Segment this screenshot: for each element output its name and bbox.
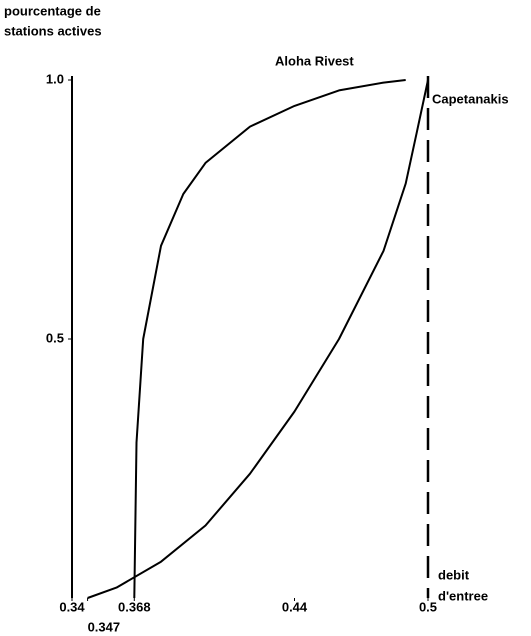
series-label: Aloha Rivest [275, 53, 354, 68]
y-axis-label: pourcentage de [4, 3, 101, 18]
x-tick-label: 0.5 [419, 599, 437, 614]
x-tick-label: 0.44 [282, 599, 308, 614]
y-tick-label: 0.5 [46, 330, 64, 345]
x-axis-label: d'entree [438, 588, 488, 603]
x-tick-label: 0.368 [118, 599, 151, 614]
series-line [87, 79, 429, 599]
y-axis-label: stations actives [4, 23, 102, 38]
x-tick-label: 0.347 [88, 619, 121, 634]
series-line [133, 79, 406, 599]
y-tick-label: 1.0 [46, 71, 64, 86]
series-label: Capetanakis [432, 91, 509, 106]
x-tick-label: 0.34 [59, 599, 85, 614]
x-axis-label: debit [438, 567, 470, 582]
